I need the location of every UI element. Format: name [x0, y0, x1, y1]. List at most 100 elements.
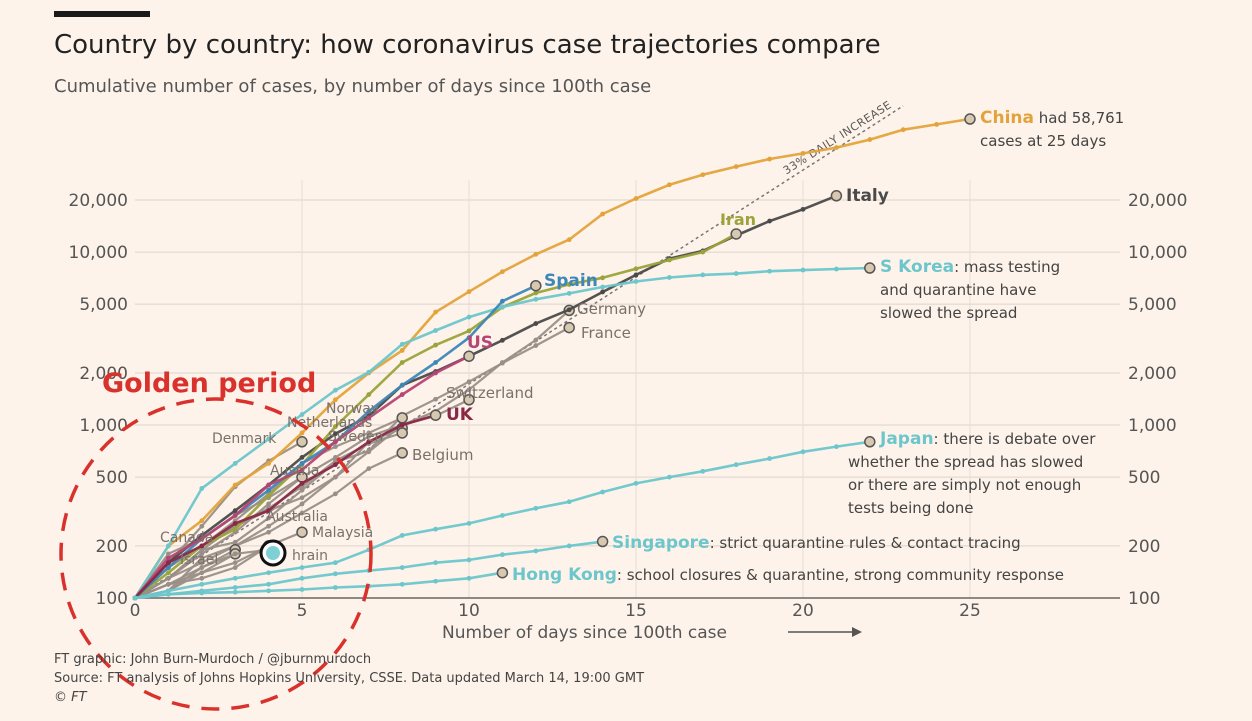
data-point-s-korea: [800, 267, 806, 273]
data-point-s-korea: [633, 279, 639, 284]
highlight-marker-fill: [266, 546, 280, 560]
data-point-iran: [600, 275, 605, 281]
data-point-uk: [366, 439, 372, 445]
data-point-italy: [800, 206, 806, 212]
data-point-spain: [299, 461, 305, 466]
x-tick-label: 5: [297, 601, 308, 621]
data-point-spain: [433, 360, 438, 365]
end-marker-malaysia: [296, 526, 308, 538]
data-point-s-korea: [266, 436, 271, 442]
data-point-uk: [299, 480, 305, 486]
data-point-china: [299, 430, 305, 436]
y-tick-label-right: 500: [1128, 468, 1160, 488]
data-point-japan: [433, 526, 438, 532]
series-label-malaysia: Malaysia: [312, 525, 373, 541]
data-point-china: [232, 482, 238, 488]
data-point-japan: [500, 513, 505, 518]
end-marker-denmark: [296, 436, 308, 448]
data-point-austria: [166, 575, 171, 581]
data-point-switzerland: [166, 551, 171, 557]
data-point-canada: [166, 581, 171, 587]
data-point-s-korea: [166, 543, 171, 549]
x-tick-label: 0: [130, 601, 141, 621]
data-point-germany: [199, 560, 205, 566]
data-point-spain: [266, 487, 271, 493]
data-point-italy: [533, 321, 539, 326]
data-point-malaysia: [199, 575, 205, 581]
series-label-austria: Austria: [270, 463, 319, 479]
data-point-spain: [399, 382, 405, 388]
data-point-iran: [333, 424, 338, 429]
data-point-uk: [266, 508, 271, 514]
y-tick-label-left: 2,000: [79, 364, 128, 384]
data-point-japan: [232, 575, 238, 581]
data-point-italy: [299, 454, 305, 460]
data-point-s-korea: [299, 412, 305, 417]
data-point-china: [800, 150, 806, 156]
x-tick-label: 15: [625, 601, 647, 621]
data-point-italy: [767, 218, 772, 224]
data-point-belgium: [299, 510, 305, 516]
end-marker-japan: [864, 436, 876, 448]
x-axis-arrowhead: [852, 627, 862, 637]
data-point-netherlands: [199, 547, 205, 553]
data-point-us: [232, 513, 238, 518]
data-point-china: [633, 196, 639, 201]
data-point-china: [767, 156, 772, 162]
data-point-japan: [800, 449, 806, 455]
end-marker-italy: [830, 190, 843, 202]
x-tick-label: 10: [458, 601, 480, 621]
end-marker-singapore: [596, 535, 609, 548]
series-label-belgium: Belgium: [412, 446, 474, 464]
data-point-s-korea: [433, 328, 438, 333]
chart-title: Country by country: how coronavirus case…: [54, 30, 881, 60]
series-label-italy: Italy: [846, 186, 889, 206]
data-point-japan: [633, 480, 639, 486]
x-tick-label: 25: [959, 601, 981, 621]
data-point-iran: [366, 392, 372, 397]
data-point-japan: [466, 520, 472, 526]
end-marker-france: [563, 321, 575, 334]
data-point-s-korea: [500, 304, 505, 310]
data-point-iran: [466, 328, 472, 334]
series-label-china: China had 58,761: [980, 108, 1124, 128]
data-point-israel: [199, 570, 205, 576]
y-tick-label-left: 20,000: [69, 191, 128, 211]
data-point-belgium: [366, 466, 372, 471]
data-point-hong-kong: [466, 575, 472, 581]
series-label-australia: Australia: [266, 509, 328, 525]
data-point-japan: [767, 456, 772, 461]
data-point-iran: [700, 249, 706, 255]
data-point-italy: [633, 272, 639, 278]
y-tick-label-right: 2,000: [1128, 364, 1177, 384]
data-point-us: [199, 536, 205, 542]
data-point-singapore: [566, 543, 572, 549]
data-point-france: [466, 379, 472, 385]
data-point-s-korea: [466, 314, 472, 320]
data-point-iran: [266, 493, 271, 499]
data-point-iran: [633, 266, 639, 272]
data-point-uk: [199, 543, 205, 549]
data-point-austria: [266, 501, 271, 507]
y-tick-label-left: 200: [96, 537, 128, 557]
data-point-hong-kong: [299, 587, 305, 592]
x-tick-label: 20: [792, 601, 814, 621]
series-label-hong-kong: Hong Kong: school closures & quarantine,…: [512, 565, 1064, 585]
series-label-netherlands: Netherlands: [287, 415, 372, 431]
data-point-sweden: [333, 458, 338, 464]
end-marker-us: [463, 350, 475, 362]
data-point-germany: [466, 387, 472, 393]
data-point-iran: [533, 290, 539, 296]
data-point-netherlands: [299, 495, 305, 501]
data-point-hong-kong: [232, 589, 238, 595]
data-point-singapore: [399, 565, 405, 570]
data-point-china: [199, 518, 205, 524]
y-tick-label-left: 1,000: [79, 416, 128, 436]
data-point-france: [232, 539, 238, 545]
data-point-hong-kong: [166, 591, 171, 597]
data-point-china: [566, 237, 572, 243]
series-note-s-korea: : mass testing: [954, 258, 1060, 276]
data-point-spain: [466, 335, 472, 341]
golden-period-circle: [59, 397, 373, 711]
data-point-us: [333, 439, 338, 445]
